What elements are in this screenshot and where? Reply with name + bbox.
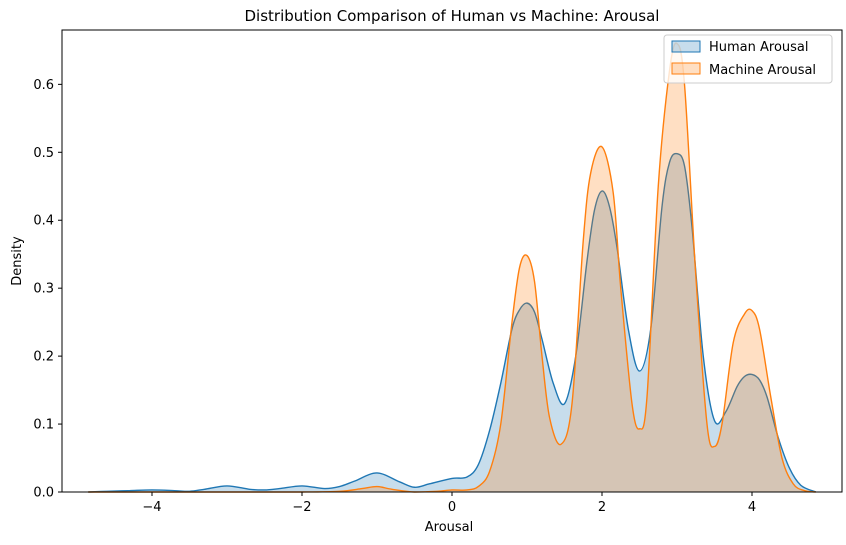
legend-label-human: Human Arousal xyxy=(709,40,809,55)
density-fill-human xyxy=(88,153,816,492)
legend-label-machine: Machine Arousal xyxy=(709,63,816,78)
x-tick-label: 2 xyxy=(598,500,606,515)
legend-swatch-human xyxy=(671,40,701,53)
y-tick-label: 0.5 xyxy=(33,146,54,161)
y-tick-label: 0.3 xyxy=(33,282,54,297)
legend-swatch-machine xyxy=(671,62,701,75)
y-tick-label: 0.2 xyxy=(33,350,54,365)
y-tick-label: 0.0 xyxy=(33,486,54,501)
x-tick-label: −4 xyxy=(142,500,161,515)
density-fill-machine xyxy=(88,43,816,493)
y-axis-ticks: 0.0 0.1 0.2 0.3 0.4 0.5 0.6 xyxy=(33,78,62,501)
x-axis-ticks: −4 −2 0 2 4 xyxy=(142,492,756,515)
y-tick-label: 0.4 xyxy=(33,214,54,229)
x-tick-label: 4 xyxy=(748,500,756,515)
legend: Human Arousal Machine Arousal xyxy=(663,34,833,84)
density-line-machine xyxy=(88,42,816,493)
density-line-human xyxy=(88,152,817,493)
y-axis-label: Density xyxy=(10,236,25,286)
x-tick-label: 0 xyxy=(448,500,456,515)
y-tick-label: 0.1 xyxy=(33,418,54,433)
legend-box xyxy=(663,34,833,84)
x-axis-label: Arousal xyxy=(425,520,474,535)
chart-title: Distribution Comparison of Human vs Mach… xyxy=(245,7,660,25)
plot-area xyxy=(88,42,817,493)
y-tick-label: 0.6 xyxy=(33,78,54,93)
x-tick-label: −2 xyxy=(292,500,311,515)
